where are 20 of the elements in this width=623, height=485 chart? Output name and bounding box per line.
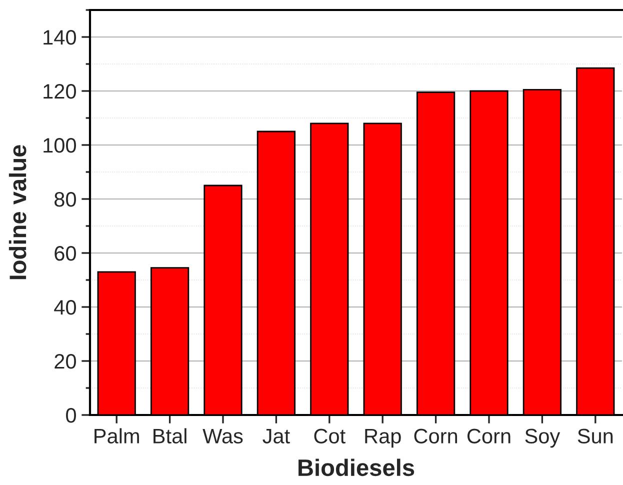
x-tick-label: Rap xyxy=(365,428,401,448)
y-tick-label: 60 xyxy=(54,246,76,261)
x-tick-label: Corn xyxy=(414,428,458,444)
y-tick-label: 100 xyxy=(44,138,76,153)
y-tick-label: 0 xyxy=(66,408,76,423)
x-tick-label: Btal xyxy=(154,428,186,444)
y-tick-label: 120 xyxy=(44,84,76,99)
y-tick-label: 40 xyxy=(54,300,76,315)
y-tick-label: 80 xyxy=(54,192,76,207)
x-tick-label: Cot xyxy=(314,428,346,444)
x-tick-label: Soy xyxy=(525,428,560,448)
x-tick-label: Sun xyxy=(578,428,613,444)
y-tick-label: 20 xyxy=(54,354,76,369)
x-tick-label: Corn xyxy=(467,428,510,444)
x-tick-label: Palm xyxy=(94,428,139,444)
x-tick-label: Jat xyxy=(262,428,290,444)
y-axis-title: Iodine value xyxy=(8,145,26,280)
y-tick-label: 140 xyxy=(44,30,76,45)
x-axis-title: Biodiesels xyxy=(298,458,414,476)
x-tick-label: Was xyxy=(202,428,243,444)
